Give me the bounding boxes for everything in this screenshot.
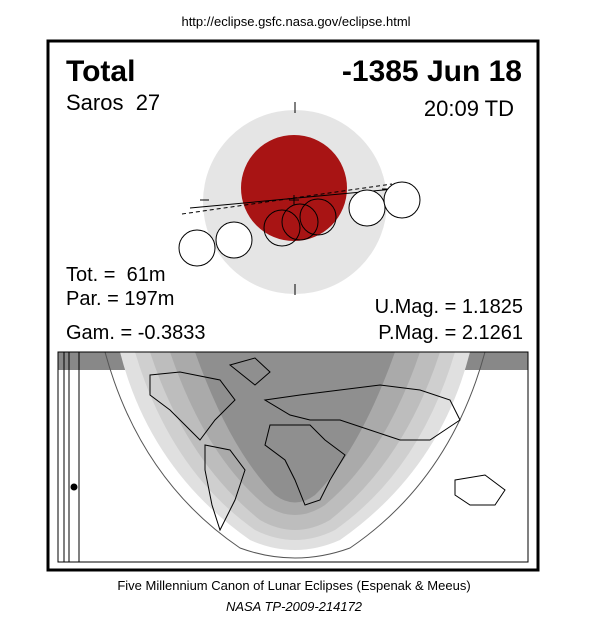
time: 20:09 TD (424, 96, 514, 121)
moon-positions (178, 181, 421, 267)
umbral-magnitude: U.Mag. = 1.1825 (375, 296, 523, 318)
eclipse-date: -1385 Jun 18 (342, 55, 522, 88)
footer-title: Five Millennium Canon of Lunar Eclipses … (117, 578, 470, 593)
frame (46, 39, 540, 572)
totality-duration: Tot. = 61m (66, 264, 166, 286)
world-map (57, 351, 529, 563)
url: http://eclipse.gsfc.nasa.gov/eclipse.htm… (181, 14, 410, 29)
eclipse-diagram (178, 102, 421, 295)
partial-duration: Par. = 197m (66, 288, 174, 310)
saros: Saros 27 (66, 90, 160, 115)
penumbral-magnitude: P.Mag. = 2.1261 (378, 322, 523, 344)
footer-reference: NASA TP-2009-214172 (226, 599, 363, 614)
umbra (241, 135, 347, 241)
gamma: Gam. = -0.3833 (66, 322, 206, 344)
eclipse-type: Total (66, 55, 135, 88)
